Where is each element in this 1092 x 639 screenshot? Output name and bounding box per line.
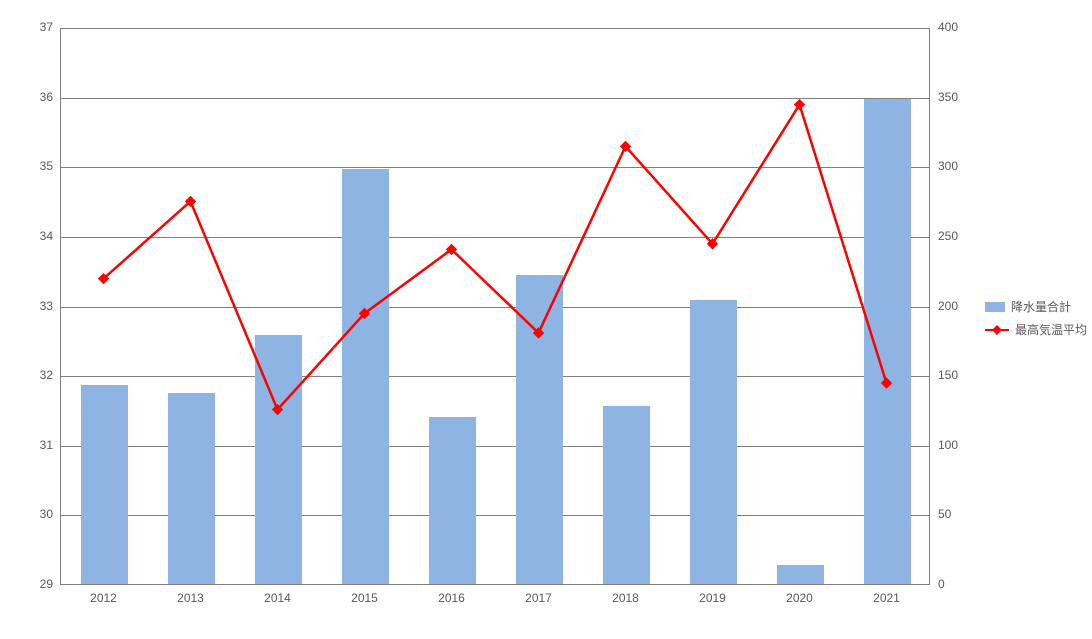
y-left-tick: 32 — [25, 368, 53, 382]
line-marker-icon — [794, 99, 805, 110]
y-right-tick: 300 — [938, 159, 958, 173]
y-left-tick: 30 — [25, 507, 53, 521]
x-tick: 2016 — [438, 591, 465, 605]
line-layer — [60, 28, 930, 585]
legend: 降水量合計 最高気温平均 — [985, 298, 1087, 338]
legend-label-bars: 降水量合計 — [1011, 298, 1071, 315]
y-left-tick: 31 — [25, 438, 53, 452]
legend-label-line: 最高気温平均 — [1015, 321, 1087, 338]
y-right-tick: 100 — [938, 438, 958, 452]
x-tick: 2019 — [699, 591, 726, 605]
x-tick: 2012 — [90, 591, 117, 605]
y-left-tick: 37 — [25, 20, 53, 34]
line-marker-icon — [881, 377, 892, 388]
y-right-tick: 0 — [938, 577, 945, 591]
y-right-tick: 150 — [938, 368, 958, 382]
y-left-tick: 35 — [25, 159, 53, 173]
y-left-tick: 33 — [25, 299, 53, 313]
x-tick: 2015 — [351, 591, 378, 605]
x-tick: 2020 — [786, 591, 813, 605]
y-right-tick: 50 — [938, 507, 951, 521]
legend-swatch-line-icon — [985, 324, 1009, 336]
y-right-tick: 350 — [938, 90, 958, 104]
x-tick: 2018 — [612, 591, 639, 605]
y-right-tick: 200 — [938, 299, 958, 313]
x-tick: 2013 — [177, 591, 204, 605]
x-tick: 2017 — [525, 591, 552, 605]
x-tick: 2021 — [873, 591, 900, 605]
y-right-tick: 250 — [938, 229, 958, 243]
line-series — [104, 105, 887, 410]
y-left-tick: 34 — [25, 229, 53, 243]
legend-item-line: 最高気温平均 — [985, 321, 1087, 338]
x-tick: 2014 — [264, 591, 291, 605]
legend-swatch-bar-icon — [985, 302, 1005, 312]
y-left-tick: 29 — [25, 577, 53, 591]
y-left-tick: 36 — [25, 90, 53, 104]
y-right-tick: 400 — [938, 20, 958, 34]
legend-item-bars: 降水量合計 — [985, 298, 1087, 315]
